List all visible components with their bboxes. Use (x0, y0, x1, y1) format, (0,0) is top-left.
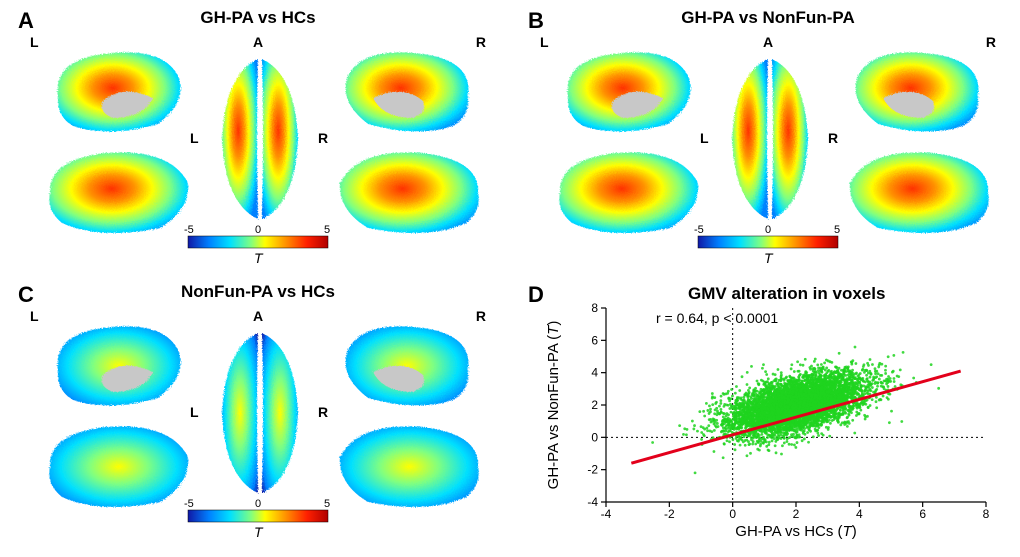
panel-c-title: NonFun-PA vs HCs (18, 282, 498, 302)
panel-a-R: R (476, 34, 486, 50)
cbar-a-t2: 0 (255, 224, 261, 236)
panel-d-stats: r = 0.64, p < 0.0001 (656, 310, 778, 326)
panel-a: A GH-PA vs HCs L R A L R (18, 8, 498, 270)
panel-b-R: R (986, 34, 996, 50)
panel-c-R: R (476, 308, 486, 324)
cbar-c-T: T (254, 524, 263, 540)
panel-b-dL: L (700, 130, 709, 146)
panel-d: D GMV alteration in voxels r = 0.64, p <… (528, 282, 1008, 544)
cbar-a-t1: -5 (184, 224, 194, 236)
panel-a-L: L (30, 34, 39, 50)
cbar-b-T: T (764, 250, 773, 266)
panel-c-dL: L (190, 404, 199, 420)
cbar-c-t2: 0 (255, 498, 261, 510)
panel-c-dR: R (318, 404, 328, 420)
panel-c: C NonFun-PA vs HCs L R A L R (18, 282, 498, 544)
cbar-b-t1: -5 (694, 224, 704, 236)
cbar-c-t1: -5 (184, 498, 194, 510)
panel-b: B GH-PA vs NonFun-PA L R A L R (528, 8, 1008, 270)
panel-d-label: D (528, 282, 544, 308)
panel-b-dR: R (828, 130, 838, 146)
panel-a-dL: L (190, 130, 199, 146)
panel-b-A: A (763, 34, 773, 50)
panel-a-title: GH-PA vs HCs (18, 8, 498, 28)
panel-a-dR: R (318, 130, 328, 146)
cbar-a-t3: 5 (324, 224, 330, 236)
panel-c-L: L (30, 308, 39, 324)
panel-d-title: GMV alteration in voxels (688, 284, 885, 304)
panel-c-A: A (253, 308, 263, 324)
cbar-c-t3: 5 (324, 498, 330, 510)
cbar-a-T: T (254, 250, 263, 266)
panel-b-L: L (540, 34, 549, 50)
panel-b-title: GH-PA vs NonFun-PA (528, 8, 1008, 28)
panel-a-A: A (253, 34, 263, 50)
cbar-b-t2: 0 (765, 224, 771, 236)
cbar-b-t3: 5 (834, 224, 840, 236)
